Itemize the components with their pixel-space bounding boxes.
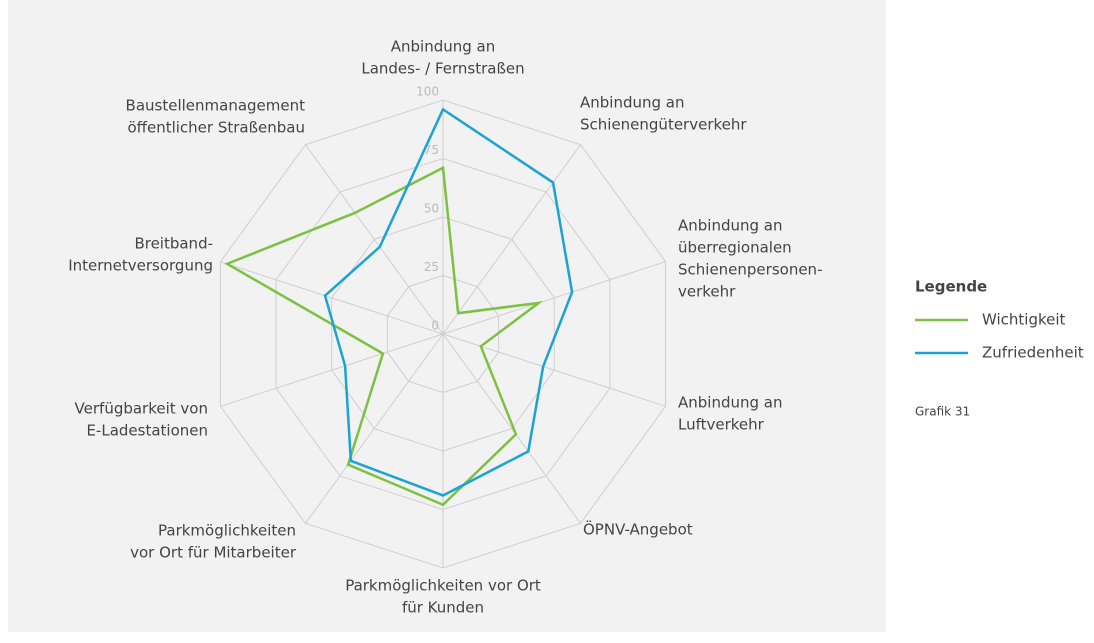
axis-label: Landes- / Fernstraßen [361,60,524,78]
axis-label: Anbindung an [580,94,685,112]
axis-label: vor Ort für Mitarbeiter [130,544,297,562]
axis-label: öffentlicher Straßenbau [127,119,305,137]
axis-label: Verfügbarkeit von [75,400,208,418]
axis-label: Breitband- [134,235,213,253]
spoke [442,144,581,335]
tick-label: 25 [424,260,439,274]
panel [8,0,886,632]
axis-label: Luftverkehr [678,416,765,434]
axis-label: Parkmöglichkeiten [158,522,296,540]
axis-label: Anbindung an [391,38,496,56]
axis-label: für Kunden [402,599,484,617]
axis-label: überregionalen [678,239,792,257]
spoke [305,333,444,524]
legend-title: Legende [915,278,987,296]
legend-label: Wichtigkeit [982,311,1066,329]
spoke [220,261,444,335]
spoke [442,333,581,524]
axis-label: Internetversorgung [68,257,213,275]
axis-label: ÖPNV-Angebot [583,520,693,539]
spoke [220,333,444,407]
axis-label: Anbindung an [678,217,783,235]
axis-label: Schienengüterverkehr [580,116,747,134]
axis-label: E-Ladestationen [86,422,208,440]
axis-label: verkehr [678,283,736,301]
tick-label: 50 [424,202,439,216]
axis-label: Schienenpersonen- [678,261,822,279]
note: Grafik 31 [915,405,970,419]
axis-label: Anbindung an [678,394,783,412]
axis-label: Baustellenmanagement [126,97,306,115]
spoke [305,144,444,335]
legend-label: Zufriedenheit [982,344,1084,362]
series-line [224,165,544,507]
tick-label: 0 [431,319,439,333]
series-line [323,107,574,497]
tick-label: 100 [416,85,439,99]
axis-label: Parkmöglichkeiten vor Ort [345,577,541,595]
tick-label: 75 [424,143,439,157]
spoke [442,261,666,335]
